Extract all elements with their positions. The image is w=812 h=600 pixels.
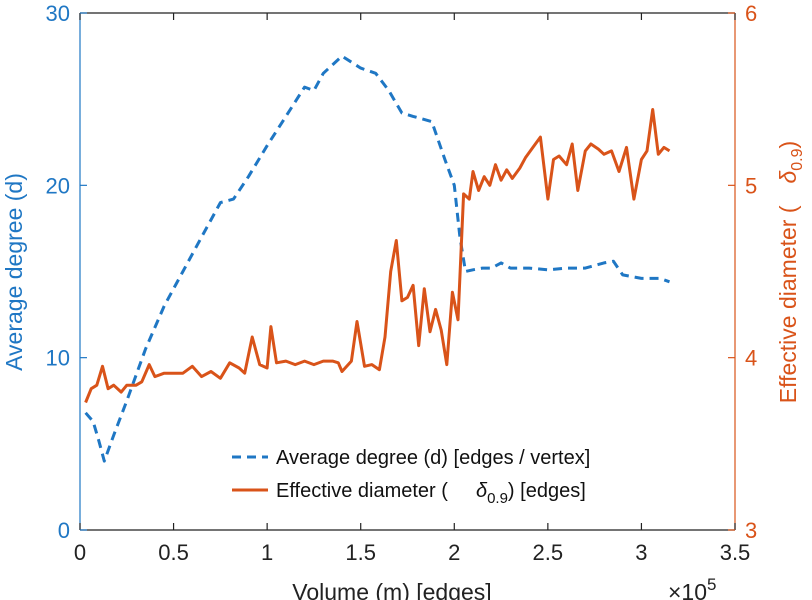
x-exponent-label: ×105 (668, 575, 716, 600)
right-tick-label: 6 (745, 1, 757, 26)
x-tick-label: 2 (448, 540, 460, 565)
left-tick-label: 20 (46, 173, 70, 198)
right-axis-label-subscript: 0.9 (789, 148, 806, 170)
x-tick-label: 3.5 (720, 540, 751, 565)
x-tick-label: 0.5 (158, 540, 189, 565)
right-tick-label: 5 (745, 173, 757, 198)
x-tick-label: 1.5 (345, 540, 376, 565)
x-axis-ticks: 0 0.5 1 1.5 2 2.5 3 3.5 (74, 13, 750, 565)
x-exponent-base: ×10 (668, 579, 707, 600)
legend-label-subscript: 0.9 (487, 490, 508, 507)
legend-label-effective-diameter: Effective diameter ( δ0.9) [edges] (276, 480, 586, 507)
effective-diameter-line (84, 108, 671, 404)
left-axis-label: Average degree (d) (1, 173, 27, 371)
series-layer (84, 54, 671, 463)
legend-label-prefix: Effective diameter ( (276, 480, 448, 502)
x-tick-label: 1 (261, 540, 273, 565)
right-axis-label-symbol: δ (775, 170, 801, 183)
left-tick-label: 0 (58, 518, 70, 543)
right-tick-label: 3 (745, 518, 757, 543)
legend: Average degree (d) [edges / vertex] Effe… (222, 437, 668, 507)
legend-box (222, 437, 668, 507)
left-axis-ticks: 0 10 20 30 (46, 1, 87, 543)
average-degree-line (84, 54, 671, 463)
x-tick-label: 3 (635, 540, 647, 565)
x-axis-label: Volume (m) [edges] (292, 579, 491, 600)
legend-label-average-degree: Average degree (d) [edges / vertex] (276, 447, 590, 469)
x-exponent-power: 5 (707, 575, 716, 594)
right-axis-label: Effective diameter ( δ0.9) (775, 141, 806, 403)
legend-label-symbol: δ (476, 480, 488, 502)
right-axis-ticks: 3 4 5 6 (728, 1, 757, 543)
x-tick-label: 2.5 (533, 540, 564, 565)
left-tick-label: 10 (46, 346, 70, 371)
right-tick-label: 4 (745, 346, 757, 371)
x-tick-label: 0 (74, 540, 86, 565)
legend-label-suffix: ) [edges] (508, 480, 586, 502)
right-axis-label-suffix: ) (775, 141, 801, 149)
left-tick-label: 30 (46, 1, 70, 26)
right-axis-label-prefix: Effective diameter ( (775, 205, 801, 403)
